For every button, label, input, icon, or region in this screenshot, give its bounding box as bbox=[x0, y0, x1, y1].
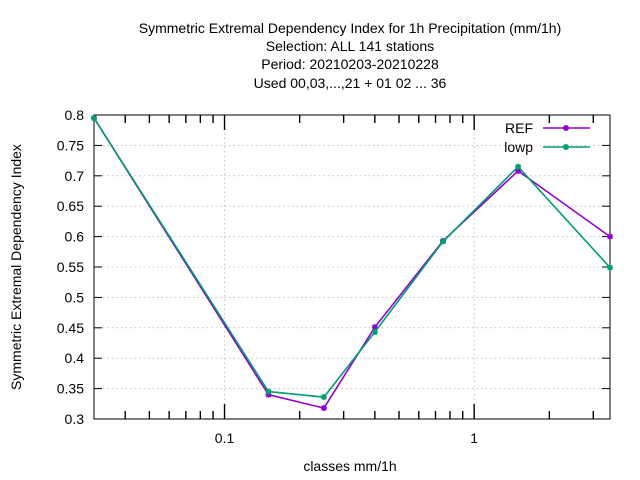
y-tick-label: 0.5 bbox=[65, 289, 85, 305]
y-tick-label: 0.3 bbox=[65, 411, 85, 427]
series-point-lowp bbox=[320, 394, 327, 401]
minor-ticks bbox=[124, 115, 594, 419]
y-tick-label: 0.6 bbox=[65, 229, 85, 245]
data-series bbox=[91, 115, 613, 412]
legend-marker bbox=[563, 144, 569, 150]
series-line-lowp bbox=[93, 117, 611, 398]
y-tick-label: 0.55 bbox=[57, 259, 84, 275]
legend-label: lowp bbox=[504, 139, 533, 155]
title-line-2: Selection: ALL 141 stations bbox=[266, 38, 434, 54]
y-axis-label: Symmetric Extremal Dependency Index bbox=[8, 144, 24, 390]
legend: REF lowp bbox=[504, 120, 590, 155]
x-axis-ticks: 0.1 1 bbox=[215, 115, 478, 446]
legend-marker bbox=[563, 125, 569, 131]
x-tick-label: 1 bbox=[470, 430, 478, 446]
series-point-lowp bbox=[265, 388, 272, 395]
series-point-lowp bbox=[371, 329, 378, 336]
chart-title: Symmetric Extremal Dependency Index for … bbox=[139, 20, 562, 91]
series-line-ref bbox=[93, 117, 611, 410]
y-tick-label: 0.65 bbox=[57, 198, 84, 214]
y-tick-label: 0.8 bbox=[65, 107, 85, 123]
series-point-lowp bbox=[91, 115, 97, 122]
series-point-ref bbox=[320, 405, 327, 412]
y-tick-label: 0.7 bbox=[65, 168, 85, 184]
y-tick-label: 0.35 bbox=[57, 381, 84, 397]
x-tick-label: 0.1 bbox=[215, 430, 235, 446]
grid bbox=[94, 115, 610, 419]
series-point-ref bbox=[607, 233, 613, 240]
y-tick-label: 0.75 bbox=[57, 137, 84, 153]
title-line-1: Symmetric Extremal Dependency Index for … bbox=[139, 20, 562, 36]
title-line-3: Period: 20210203-20210228 bbox=[261, 56, 439, 72]
legend-label: REF bbox=[505, 120, 533, 136]
y-tick-label: 0.4 bbox=[65, 350, 85, 366]
series-point-lowp bbox=[515, 163, 522, 170]
y-axis-ticks: 0.3 0.35 0.4 0.45 0.5 0.55 0.6 0.65 0.7 0.75 0.8 bbox=[57, 107, 610, 427]
series-point-lowp bbox=[439, 238, 446, 245]
title-line-4: Used 00,03,...,21 + 01 02 ... 36 bbox=[254, 75, 447, 91]
x-axis-label: classes mm/1h bbox=[303, 458, 396, 474]
y-tick-label: 0.45 bbox=[57, 320, 84, 336]
series-point-lowp bbox=[607, 264, 613, 271]
